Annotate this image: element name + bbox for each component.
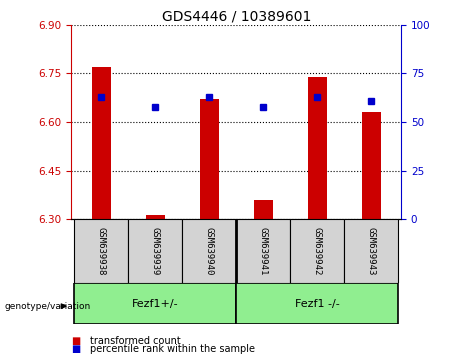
Title: GDS4446 / 10389601: GDS4446 / 10389601	[161, 10, 311, 24]
Bar	[254, 200, 273, 219]
Text: genotype/variation: genotype/variation	[5, 302, 91, 311]
Bar	[182, 219, 236, 283]
Bar	[128, 219, 182, 283]
Text: Fezf1+/-: Fezf1+/-	[132, 298, 178, 309]
Bar	[236, 283, 398, 324]
Bar	[236, 219, 290, 283]
Text: percentile rank within the sample: percentile rank within the sample	[90, 344, 255, 354]
Bar	[200, 99, 219, 219]
Text: ■: ■	[71, 336, 81, 346]
Bar	[74, 219, 128, 283]
Text: GSM639943: GSM639943	[367, 227, 376, 275]
Bar	[308, 77, 327, 219]
Bar	[362, 113, 381, 219]
Bar	[290, 219, 344, 283]
Text: Fezf1 -/-: Fezf1 -/-	[295, 298, 340, 309]
Text: GSM639938: GSM639938	[97, 227, 106, 275]
Text: ■: ■	[71, 344, 81, 354]
Bar	[74, 283, 236, 324]
Text: GSM639940: GSM639940	[205, 227, 214, 275]
Text: GSM639942: GSM639942	[313, 227, 322, 275]
Bar	[146, 215, 165, 219]
Text: transformed count: transformed count	[90, 336, 181, 346]
Bar	[92, 67, 111, 219]
Text: GSM639939: GSM639939	[151, 227, 160, 275]
Bar	[344, 219, 398, 283]
Text: GSM639941: GSM639941	[259, 227, 268, 275]
